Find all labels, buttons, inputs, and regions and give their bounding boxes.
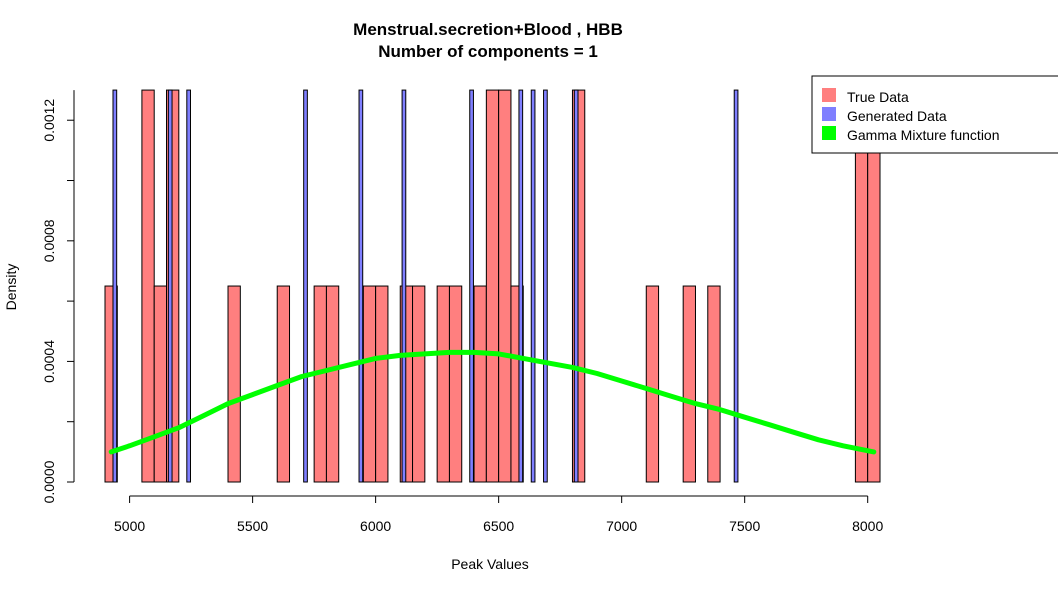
true-data-bar [473,285,487,483]
true-data-bar [485,89,500,483]
x-axis-label: Peak Values [451,556,529,572]
gamma-mixture-line [108,349,877,455]
generated-data-bar [543,89,548,483]
legend-label-gamma-mixture: Gamma Mixture function [847,127,1000,143]
legend-swatch-generated-data [822,107,836,121]
legend-swatch-true-data [822,88,836,102]
generated-data-bar [733,89,739,483]
generated-data-bar [530,89,536,483]
true-data-bar [498,89,512,483]
x-tick-label: 5000 [114,518,145,534]
y-tick-label: 0.0004 [41,340,57,383]
y-axis-label: Density [3,264,19,311]
true-data-bar [141,89,155,483]
generated-data-bar [112,89,118,483]
true-data-bar [227,285,241,483]
legend: True Data Generated Data Gamma Mixture f… [811,75,1058,154]
generated-data-bar [469,89,474,483]
true-data-bar [153,285,168,483]
x-tick-label: 6500 [483,518,514,534]
true-data-bar [707,285,721,483]
y-tick-label: 0.0012 [41,99,57,142]
generated-data-bar [167,89,173,483]
legend-swatch-gamma-mixture [822,126,836,140]
true-data-bar [412,285,426,483]
legend-label-generated-data: Generated Data [847,108,947,124]
true-data-bar [375,285,389,483]
x-tick-label: 8000 [852,518,883,534]
generated-data-bar [518,89,524,483]
legend-box [811,75,1058,154]
true-data-bar [645,285,660,483]
generated-data-bar [303,89,308,483]
generated-data-bar [401,89,407,483]
x-tick-label: 5500 [237,518,268,534]
y-tick-label: 0.0008 [41,219,57,262]
x-tick-label: 7000 [606,518,637,534]
true-data-bar [682,285,696,483]
x-tick-label: 7500 [729,518,760,534]
true-data-bar [436,285,450,483]
true-data-bar [325,285,340,483]
x-axis: 5000 5500 6000 6500 7000 7500 8000 [114,495,883,534]
y-axis: 0.0000 0.0004 0.0008 0.0012 [41,90,75,503]
generated-data-bar [573,89,579,483]
true-data-bar [448,285,463,483]
generated-data-bar [358,89,364,483]
chart-subtitle: Number of components = 1 [378,42,598,61]
legend-label-true-data: True Data [847,89,909,105]
true-data-bar [313,285,327,483]
chart-title: Menstrual.secretion+Blood , HBB [353,20,623,39]
generated-data-bars [112,89,739,483]
y-tick-label: 0.0000 [41,460,57,503]
generated-data-bar [186,89,191,483]
x-tick-label: 6000 [360,518,391,534]
true-data-bar [362,285,377,483]
